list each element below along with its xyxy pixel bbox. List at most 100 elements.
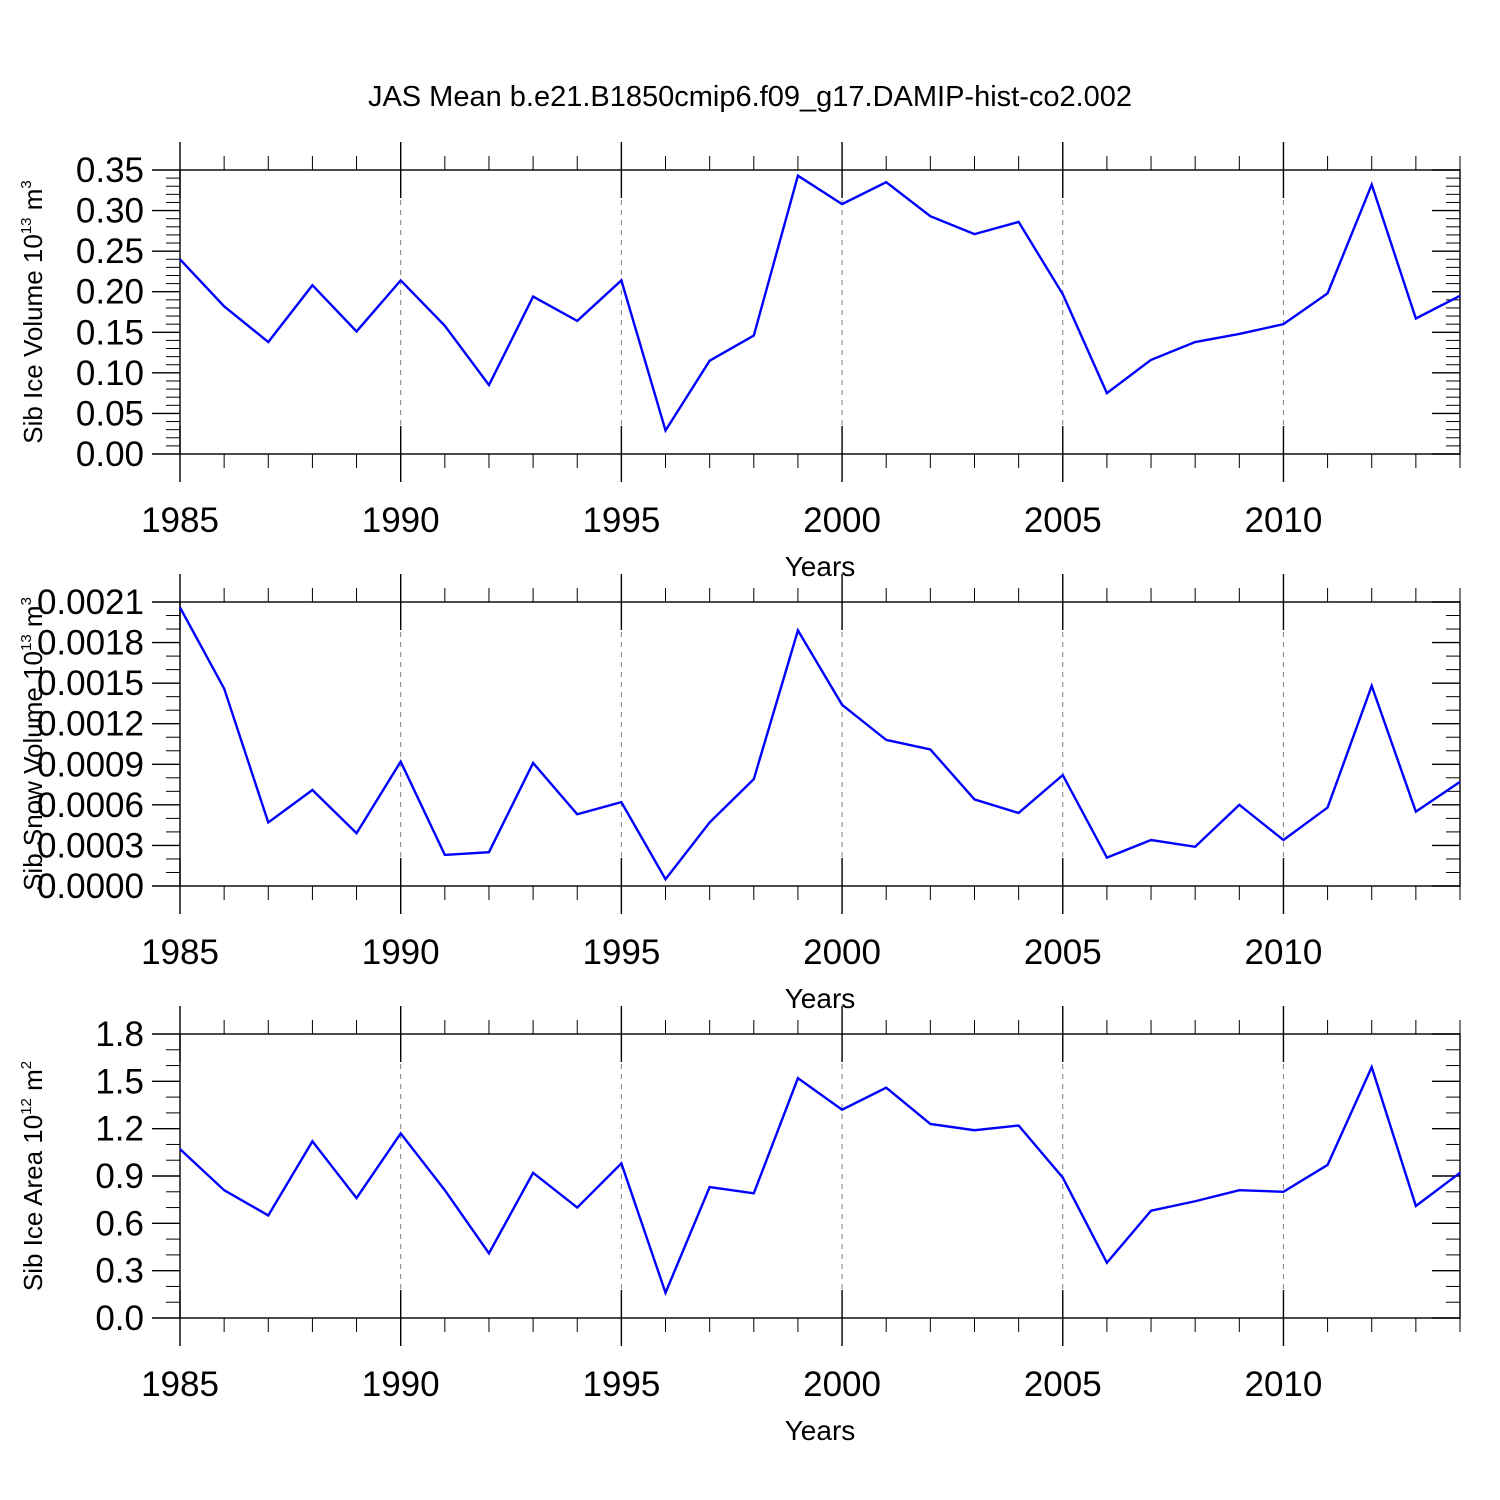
data-point xyxy=(841,704,843,706)
y-axis-title-exponent: 13 xyxy=(18,634,35,651)
y-tick-label: 0.0015 xyxy=(37,664,144,703)
plot-frame xyxy=(179,601,1461,887)
data-point xyxy=(488,851,490,853)
data-point xyxy=(1371,685,1373,687)
data-point xyxy=(973,233,975,235)
data-point xyxy=(708,1186,710,1188)
y-tick-label: 1.5 xyxy=(95,1062,144,1101)
x-tick-label: 1990 xyxy=(362,501,440,540)
y-axis-title-unit: m xyxy=(18,1069,48,1098)
data-point xyxy=(267,821,269,823)
plot-frame xyxy=(179,169,1461,455)
data-point xyxy=(1017,1124,1019,1126)
y-tick-label: 1.2 xyxy=(95,1110,144,1149)
series-line xyxy=(178,606,1461,882)
data-point xyxy=(620,1162,622,1164)
data-point xyxy=(179,258,181,260)
data-point xyxy=(797,1077,799,1079)
data-point xyxy=(708,821,710,823)
data-point xyxy=(355,330,357,332)
data-point xyxy=(1415,317,1417,319)
x-tick-label: 1985 xyxy=(141,933,219,972)
data-point xyxy=(1150,839,1152,841)
data-point xyxy=(929,215,931,217)
data-point xyxy=(223,1189,225,1191)
x-tick-label: 2005 xyxy=(1024,501,1102,540)
figure-title: JAS Mean b.e21.B1850cmip6.f09_g17.DAMIP-… xyxy=(368,81,1132,113)
y-tick-label: 0.6 xyxy=(95,1204,144,1243)
data-point xyxy=(532,1172,534,1174)
data-point xyxy=(1459,295,1461,297)
y-tick-label: 0.0012 xyxy=(37,705,144,744)
y-tick-label: 0.3 xyxy=(95,1252,144,1291)
data-point xyxy=(664,878,666,880)
y-tick-label: 0.0003 xyxy=(37,826,144,865)
y-axis-title: Sib Snow Volume 1013 m3 xyxy=(18,597,48,891)
data-point xyxy=(399,279,401,281)
data-point xyxy=(1238,804,1240,806)
data-point xyxy=(1238,333,1240,335)
y-tick-label: 0.0018 xyxy=(37,624,144,663)
data-point xyxy=(1238,1189,1240,1191)
panel-sib-snow-volume: 1985 1990 1995 2000 2005 20100.00000.00030.00… xyxy=(18,574,1461,1014)
data-point xyxy=(1150,359,1152,361)
y-axis-title-unit-exponent: 3 xyxy=(18,597,35,605)
data-point xyxy=(1326,806,1328,808)
data-point xyxy=(311,789,313,791)
data-point xyxy=(223,687,225,689)
data-point xyxy=(267,341,269,343)
panel-sib-ice-area: 1985 1990 1995 2000 2005 2010 0.0 0.3 0.6 0.9 1.2 1… xyxy=(18,1006,1461,1446)
data-point xyxy=(488,384,490,386)
plot-frame xyxy=(179,1033,1461,1319)
panel-sib-ice-volume: 1985 1990 1995 2000 2005 2010 0.000.050.100.15… xyxy=(18,142,1461,582)
y-axis-title: Sib Ice Volume 1013 m3 xyxy=(18,180,48,444)
data-point xyxy=(1371,183,1373,185)
y-axis-title-main: Sib Snow Volume 10 xyxy=(18,651,48,891)
data-point xyxy=(576,1206,578,1208)
data-point xyxy=(1017,812,1019,814)
y-tick-label: 0.15 xyxy=(76,313,144,352)
data-point xyxy=(179,1148,181,1150)
data-point xyxy=(1282,839,1284,841)
data-point xyxy=(797,174,799,176)
data-point xyxy=(797,629,799,631)
data-point xyxy=(885,181,887,183)
data-point xyxy=(179,606,181,608)
x-axis-title: Years xyxy=(785,1415,856,1446)
y-tick-label: 0.10 xyxy=(76,354,144,393)
data-point xyxy=(311,284,313,286)
y-tick-label: 0.9 xyxy=(95,1157,144,1196)
data-point xyxy=(223,305,225,307)
data-point xyxy=(1106,856,1108,858)
x-tick-label: 2010 xyxy=(1245,1365,1323,1404)
data-point xyxy=(576,320,578,322)
data-point xyxy=(1017,221,1019,223)
y-tick-label: 0.0021 xyxy=(37,583,144,622)
data-point xyxy=(1062,1176,1064,1178)
y-axis-title-exponent: 13 xyxy=(18,217,35,234)
y-tick-label: 0.0000 xyxy=(37,867,144,906)
data-point xyxy=(664,429,666,431)
y-tick-label: 0.0009 xyxy=(37,745,144,784)
data-point xyxy=(355,1197,357,1199)
data-point xyxy=(708,359,710,361)
y-tick-label: 0.05 xyxy=(76,394,144,433)
data-point xyxy=(444,1189,446,1191)
data-point xyxy=(1459,781,1461,783)
y-axis-title-main: Sib Ice Volume 10 xyxy=(18,234,48,444)
data-point xyxy=(1415,1205,1417,1207)
y-tick-label: 1.8 xyxy=(95,1015,144,1054)
x-tick-label: 1995 xyxy=(582,1365,660,1404)
x-tick-label: 2010 xyxy=(1245,933,1323,972)
data-point xyxy=(399,760,401,762)
data-point xyxy=(488,1252,490,1254)
y-axis-title-unit: m xyxy=(18,605,48,634)
x-tick-label: 2000 xyxy=(803,933,881,972)
data-point xyxy=(1106,392,1108,394)
y-axis-title-unit-exponent: 2 xyxy=(18,1061,35,1069)
data-point xyxy=(444,325,446,327)
data-point xyxy=(532,762,534,764)
y-axis-title-exponent: 12 xyxy=(18,1098,35,1115)
x-tick-label: 1990 xyxy=(362,933,440,972)
